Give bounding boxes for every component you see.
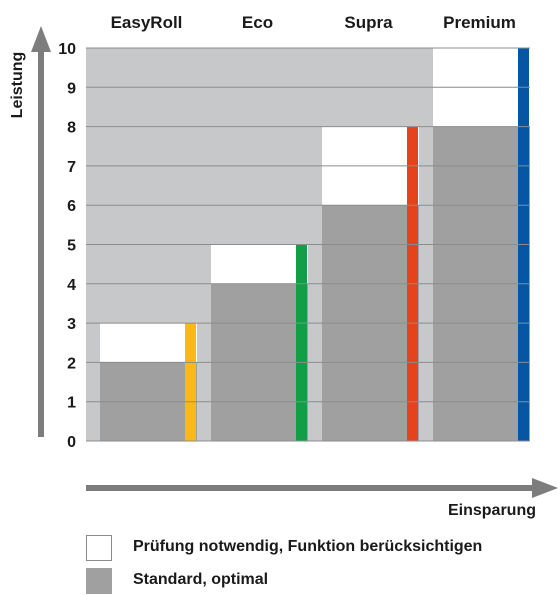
y-tick-label-5: 5: [67, 238, 76, 255]
category-label-supra: Supra: [344, 13, 393, 32]
legend-label-check: Prüfung notwendig, Funktion berücksichti…: [133, 538, 483, 555]
background-band-eco: [197, 48, 308, 245]
gridlines: [86, 47, 530, 442]
bar-check-easyroll: [100, 323, 197, 363]
y-tick-label-2: 2: [67, 355, 76, 372]
y-tick-label-9: 9: [67, 80, 76, 97]
y-tick-label-7: 7: [67, 159, 76, 176]
legend-label-standard: Standard, optimal: [133, 571, 269, 588]
x-axis-label: Einsparung: [448, 502, 536, 519]
x-axis-arrow: [532, 478, 558, 498]
category-label-easyroll: EasyRoll: [111, 13, 183, 32]
y-axis-label: Leistung: [9, 52, 26, 119]
background-band-easyroll: [86, 48, 197, 324]
legend-swatch-white: [86, 535, 112, 561]
legend-item-standard: Standard, optimal: [86, 568, 546, 594]
category-label-premium: Premium: [443, 13, 516, 32]
y-tick-label-10: 10: [58, 41, 76, 58]
y-tick-label-1: 1: [67, 395, 76, 412]
legend-swatch-grey: [86, 568, 112, 594]
y-tick-label-8: 8: [67, 120, 76, 137]
y-tick-labels: 0 1 2 3 4 5 6 7 8 9 10: [58, 41, 76, 451]
y-tick-label-6: 6: [67, 198, 76, 215]
category-label-eco: Eco: [242, 13, 273, 32]
y-tick-label-4: 4: [67, 277, 76, 294]
indicator-eco: [296, 244, 307, 441]
category-labels: EasyRoll Eco Supra Premium: [111, 13, 516, 32]
y-axis-arrow: [31, 26, 51, 52]
bar-check-eco: [211, 244, 308, 284]
legend-item-check: Prüfung notwendig, Funktion berücksichti…: [86, 535, 546, 561]
axes: Leistung Einsparung: [9, 26, 558, 519]
indicator-easyroll: [185, 323, 196, 441]
y-tick-label-3: 3: [67, 316, 76, 333]
y-tick-label-0: 0: [67, 434, 76, 451]
